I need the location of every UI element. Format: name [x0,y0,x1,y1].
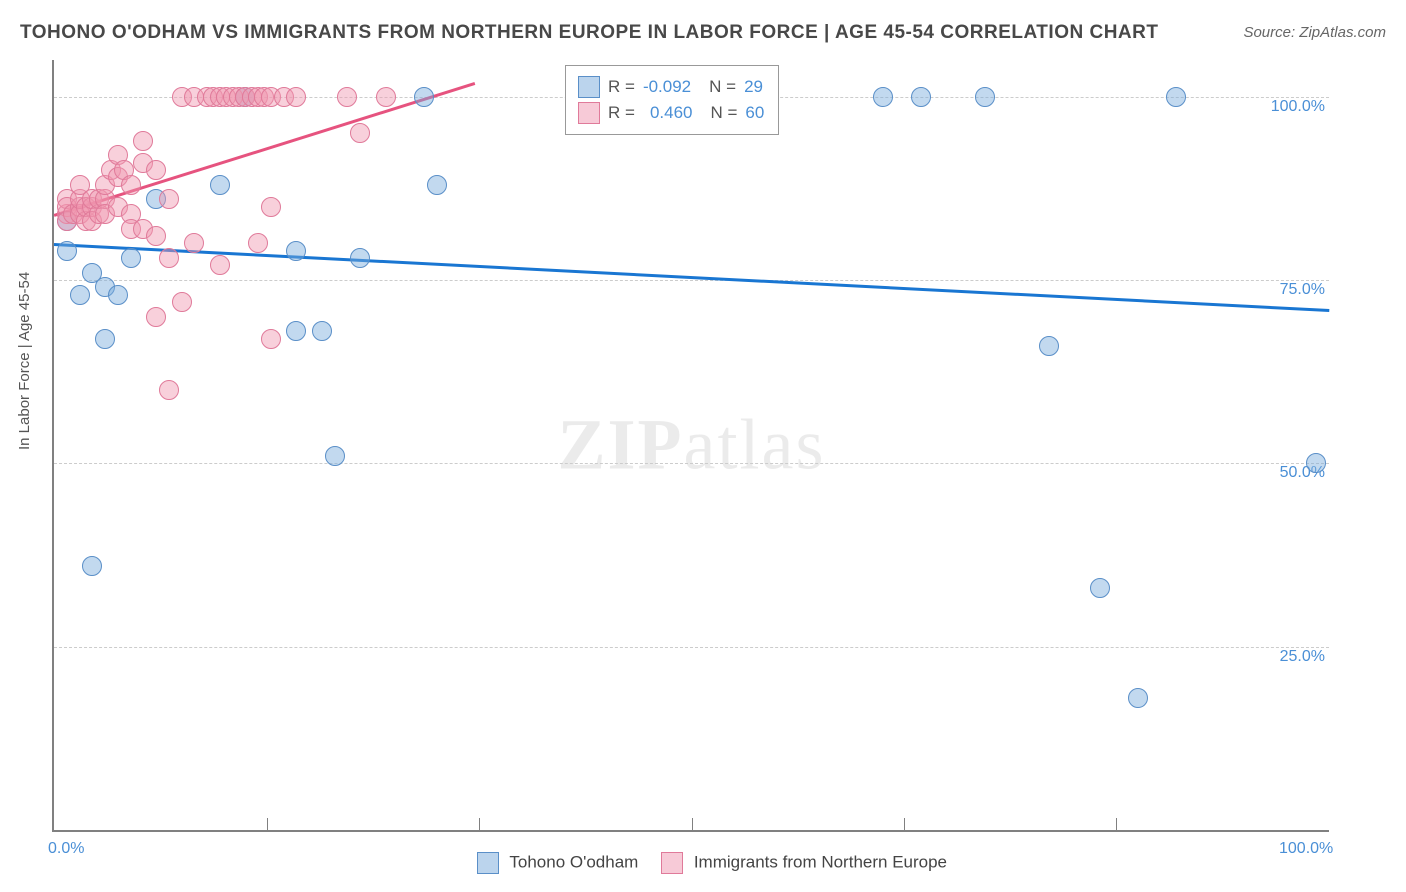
data-point [337,87,357,107]
y-tick-label: 75.0% [1280,281,1325,299]
data-point [121,175,141,195]
data-point [57,241,77,261]
data-point [121,248,141,268]
x-tick-mark [692,818,693,830]
r-value-blue: -0.092 [643,74,691,100]
source-label: Source: ZipAtlas.com [1243,24,1386,41]
x-tick-mark [267,818,268,830]
r-label: R = [608,100,635,126]
data-point [1166,87,1186,107]
watermark: ZIPatlas [558,404,826,487]
data-point [1039,336,1059,356]
data-point [325,446,345,466]
stats-legend: R = -0.092 N = 29 R = 0.460 N = 60 [565,65,779,135]
data-point [70,285,90,305]
data-point [414,87,434,107]
data-point [286,87,306,107]
data-point [911,87,931,107]
data-point [350,123,370,143]
data-point [184,233,204,253]
y-tick-label: 100.0% [1271,98,1325,116]
y-tick-label: 25.0% [1280,648,1325,666]
data-point [146,226,166,246]
data-point [159,189,179,209]
data-point [286,241,306,261]
n-label: N = [709,74,736,100]
n-value-blue: 29 [744,74,763,100]
data-point [95,329,115,349]
bottom-legend: Tohono O'odham Immigrants from Northern … [0,852,1406,874]
y-axis-label: In Labor Force | Age 45-54 [16,272,33,450]
data-point [975,87,995,107]
data-point [210,255,230,275]
n-value-pink: 60 [745,100,764,126]
chart-title: TOHONO O'ODHAM VS IMMIGRANTS FROM NORTHE… [20,22,1158,44]
x-tick-mark [479,818,480,830]
data-point [286,321,306,341]
data-point [261,197,281,217]
gridline-h [54,647,1329,648]
r-label: R = [608,74,635,100]
data-point [1306,453,1326,473]
gridline-h [54,463,1329,464]
trend-line [54,243,1329,311]
data-point [146,160,166,180]
data-point [82,263,102,283]
swatch-blue-icon [477,852,499,874]
data-point [146,307,166,327]
legend-row-blue: R = -0.092 N = 29 [578,74,764,100]
data-point [1128,688,1148,708]
legend-label-pink: Immigrants from Northern Europe [694,852,947,871]
data-point [350,248,370,268]
legend-label-blue: Tohono O'odham [509,852,638,871]
data-point [312,321,332,341]
swatch-pink-icon [578,102,600,124]
n-label: N = [710,100,737,126]
data-point [1090,578,1110,598]
data-point [108,285,128,305]
x-tick-mark [904,818,905,830]
data-point [376,87,396,107]
gridline-h [54,280,1329,281]
data-point [82,556,102,576]
r-value-pink: 0.460 [650,100,693,126]
legend-row-pink: R = 0.460 N = 60 [578,100,764,126]
data-point [873,87,893,107]
data-point [261,329,281,349]
swatch-pink-icon [661,852,683,874]
data-point [427,175,447,195]
x-tick-mark [1116,818,1117,830]
data-point [210,175,230,195]
scatter-plot: ZIPatlas 25.0%50.0%75.0%100.0%0.0%100.0% [52,60,1329,832]
data-point [248,233,268,253]
data-point [159,248,179,268]
data-point [172,292,192,312]
swatch-blue-icon [578,76,600,98]
data-point [133,131,153,151]
data-point [159,380,179,400]
